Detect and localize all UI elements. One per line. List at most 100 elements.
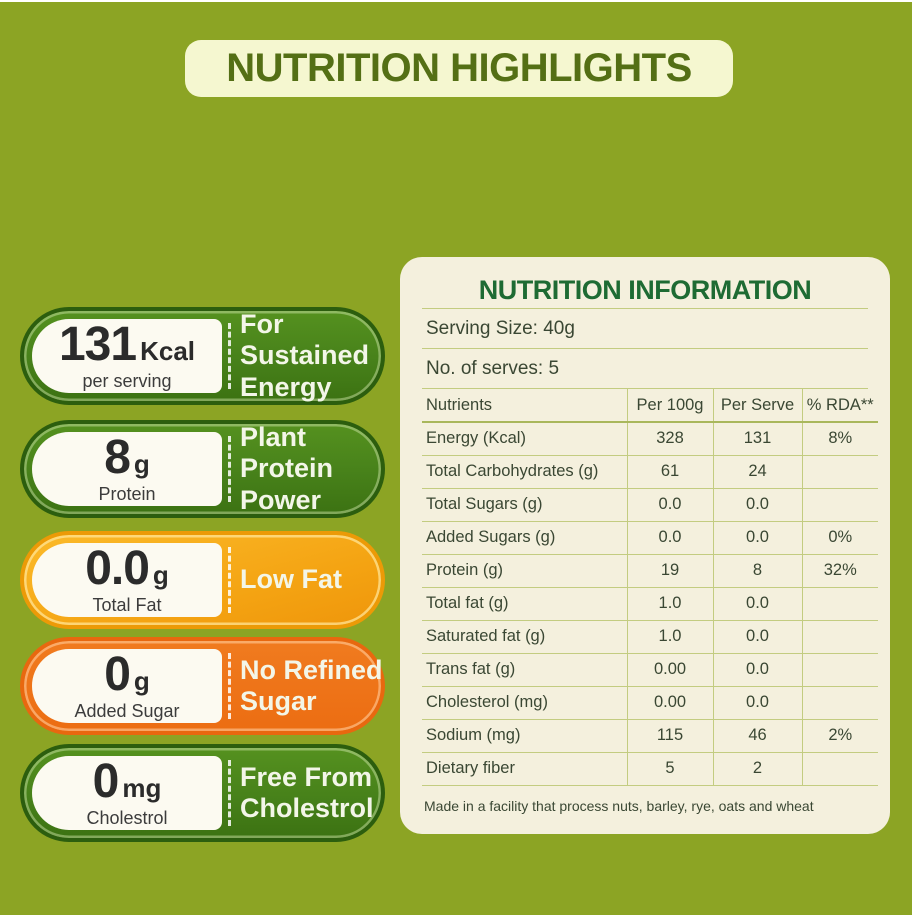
header-rda: % RDA** (801, 389, 878, 423)
nutrition-table: Nutrients Per 100g Per Serve % RDA** Ene… (422, 389, 878, 786)
table-row: Saturated fat (g) 1.0 0.0 (422, 620, 878, 654)
cell-name: Saturated fat (g) (422, 620, 627, 654)
cell-serve: 2 (712, 752, 802, 786)
table-header-row: Nutrients Per 100g Per Serve % RDA** (422, 389, 878, 423)
badge-cholesterol-unit: mg (122, 772, 162, 803)
cell-name: Cholesterol (mg) (422, 686, 627, 720)
dashed-divider (228, 760, 231, 826)
cell-rda (801, 455, 878, 489)
panel-title: NUTRITION INFORMATION (422, 273, 868, 309)
cell-per100: 0.00 (626, 686, 713, 720)
cell-per100: 0.0 (626, 521, 713, 555)
cell-rda: 8% (801, 422, 878, 456)
header-per-serve: Per Serve (712, 389, 802, 423)
table-row: Dietary fiber 5 2 (422, 752, 878, 786)
cell-rda (801, 488, 878, 522)
table-row: Total fat (g) 1.0 0.0 (422, 587, 878, 621)
cell-name: Total fat (g) (422, 587, 627, 621)
cell-serve: 46 (712, 719, 802, 753)
header-per-100g: Per 100g (626, 389, 713, 423)
dashed-divider (228, 547, 231, 613)
cell-per100: 19 (626, 554, 713, 588)
page-title: NUTRITION HIGHLIGHTS (185, 40, 733, 97)
cell-name: Dietary fiber (422, 752, 627, 786)
table-row: Total Carbohydrates (g) 61 24 (422, 455, 878, 489)
cell-serve: 0.0 (712, 620, 802, 654)
badge-total-fat-value: 0.0 (85, 541, 150, 595)
badge-cholesterol-description: Free From Cholestrol (240, 761, 374, 823)
badge-calories-value: 131 (58, 317, 137, 371)
badge-protein-value: 8 (104, 430, 131, 484)
cell-serve: 24 (712, 455, 802, 489)
table-row: Sodium (mg) 115 46 2% (422, 719, 878, 753)
header-nutrients: Nutrients (422, 389, 627, 423)
badge-protein-unit: g (133, 448, 150, 479)
cell-rda: 0% (801, 521, 878, 555)
cell-rda (801, 620, 878, 654)
badge-calories-description: For Sustained Energy (240, 309, 370, 402)
cell-rda (801, 653, 878, 687)
badge-total-fat-description: Low Fat (240, 564, 342, 595)
cell-serve: 0.0 (712, 488, 802, 522)
cell-serve: 0.0 (712, 653, 802, 687)
badge-added-sugar-value: 0 (104, 647, 131, 701)
cell-name: Total Carbohydrates (g) (422, 455, 627, 489)
cell-per100: 1.0 (626, 587, 713, 621)
badge-cholesterol-value-row: 0 mg (92, 754, 162, 808)
badge-protein: 8 g Protein Plant Protein Power (20, 420, 385, 518)
badge-total-fat-unit: g (152, 559, 169, 590)
allergen-footnote: Made in a facility that process nuts, ba… (424, 797, 814, 814)
badge-added-sugar-label: Added Sugar (74, 700, 180, 721)
dashed-divider (228, 323, 231, 389)
table-row: Protein (g) 19 8 32% (422, 554, 878, 588)
cell-name: Trans fat (g) (422, 653, 627, 687)
dashed-divider (228, 653, 231, 719)
cell-per100: 328 (626, 422, 713, 456)
cell-per100: 61 (626, 455, 713, 489)
cell-rda (801, 752, 878, 786)
cell-serve: 0.0 (712, 587, 802, 621)
nutrition-information-panel: NUTRITION INFORMATION Serving Size: 40g … (400, 257, 890, 834)
badge-added-sugar-unit: g (133, 665, 150, 696)
badge-cholesterol-label: Cholestrol (86, 807, 168, 828)
badge-total-fat-value-row: 0.0 g (85, 541, 169, 595)
badge-calories: 131 Kcal per serving For Sustained Energ… (20, 307, 385, 405)
badge-cholesterol-value: 0 (92, 754, 120, 808)
badge-cholesterol: 0 mg Cholestrol Free From Cholestrol (20, 744, 385, 842)
badge-total-fat-label: Total Fat (92, 594, 162, 615)
cell-name: Sodium (mg) (422, 719, 627, 753)
table-row: Added Sugars (g) 0.0 0.0 0% (422, 521, 878, 555)
badge-protein-description: Plant Protein Power (240, 422, 334, 515)
badge-total-fat: 0.0 g Total Fat Low Fat (20, 531, 385, 629)
cell-serve: 0.0 (712, 521, 802, 555)
badge-protein-value-area: 8 g Protein (32, 432, 222, 506)
cell-rda (801, 686, 878, 720)
cell-rda: 2% (801, 719, 878, 753)
table-row: Energy (Kcal) 328 131 8% (422, 422, 878, 456)
badge-total-fat-value-area: 0.0 g Total Fat (32, 543, 222, 617)
cell-serve: 0.0 (712, 686, 802, 720)
cell-per100: 0.0 (626, 488, 713, 522)
cell-name: Energy (Kcal) (422, 422, 627, 456)
badge-protein-value-row: 8 g (104, 430, 150, 484)
badge-protein-label: Protein (98, 483, 156, 504)
cell-per100: 5 (626, 752, 713, 786)
badge-added-sugar-description: No Refined Sugar (240, 654, 383, 716)
cell-per100: 0.00 (626, 653, 713, 687)
cell-rda (801, 587, 878, 621)
serves-count-row: No. of serves: 5 (422, 349, 868, 389)
badge-added-sugar-value-area: 0 g Added Sugar (32, 649, 222, 723)
table-row: Cholesterol (mg) 0.00 0.0 (422, 686, 878, 720)
badge-calories-value-area: 131 Kcal per serving (32, 319, 222, 393)
cell-per100: 1.0 (626, 620, 713, 654)
badge-calories-label: per serving (82, 370, 172, 391)
cell-name: Protein (g) (422, 554, 627, 588)
badge-added-sugar-value-row: 0 g (104, 647, 150, 701)
cell-rda: 32% (801, 554, 878, 588)
badge-cholesterol-value-area: 0 mg Cholestrol (32, 756, 222, 830)
cell-serve: 131 (712, 422, 802, 456)
cell-name: Added Sugars (g) (422, 521, 627, 555)
badge-calories-unit: Kcal (140, 335, 195, 366)
cell-per100: 115 (626, 719, 713, 753)
